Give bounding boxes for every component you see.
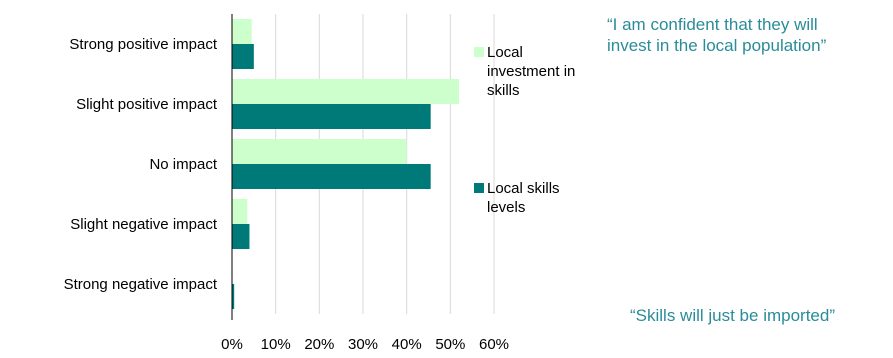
x-tick-label: 0% — [221, 336, 243, 353]
category-label: Strong positive impact — [69, 36, 217, 53]
quote-bottom: “Skills will just be imported” — [630, 306, 835, 325]
bar-skills-levels — [232, 164, 431, 189]
category-label: Slight negative impact — [70, 216, 218, 233]
bar-skills-levels — [232, 224, 250, 249]
bar-skills-levels — [232, 104, 431, 129]
x-tick-label: 50% — [435, 336, 465, 353]
category-labels: Strong positive impact Slight positive im… — [64, 36, 218, 293]
bar-skills-levels — [232, 284, 235, 309]
legend-swatch-investment — [474, 47, 484, 57]
legend-item-skills-levels: Local skills levels — [474, 179, 587, 217]
x-tick-label: 60% — [479, 336, 509, 353]
quote-top: “I am confident that they will invest in… — [607, 15, 827, 55]
bar-investment — [232, 199, 248, 224]
bars — [232, 19, 460, 309]
bar-investment — [232, 139, 407, 164]
bar-investment — [232, 19, 252, 44]
x-tick-labels: 0% 10% 20% 30% 40% 50% 60% — [221, 336, 509, 353]
x-tick-label: 20% — [304, 336, 334, 353]
category-label: No impact — [149, 156, 217, 173]
legend-item-investment: Local investment in skills — [474, 43, 597, 100]
category-label: Strong negative impact — [64, 276, 218, 293]
category-label: Slight positive impact — [76, 96, 218, 113]
x-tick-label: 30% — [348, 336, 378, 353]
x-tick-label: 10% — [261, 336, 291, 353]
legend-swatch-skills-levels — [474, 183, 484, 193]
bar-skills-levels — [232, 44, 254, 69]
x-tick-label: 40% — [392, 336, 422, 353]
legend-label-investment: Local investment in skills — [487, 44, 576, 99]
legend-label-skills-levels: Local skills levels — [487, 180, 560, 216]
bar-investment — [232, 79, 460, 104]
